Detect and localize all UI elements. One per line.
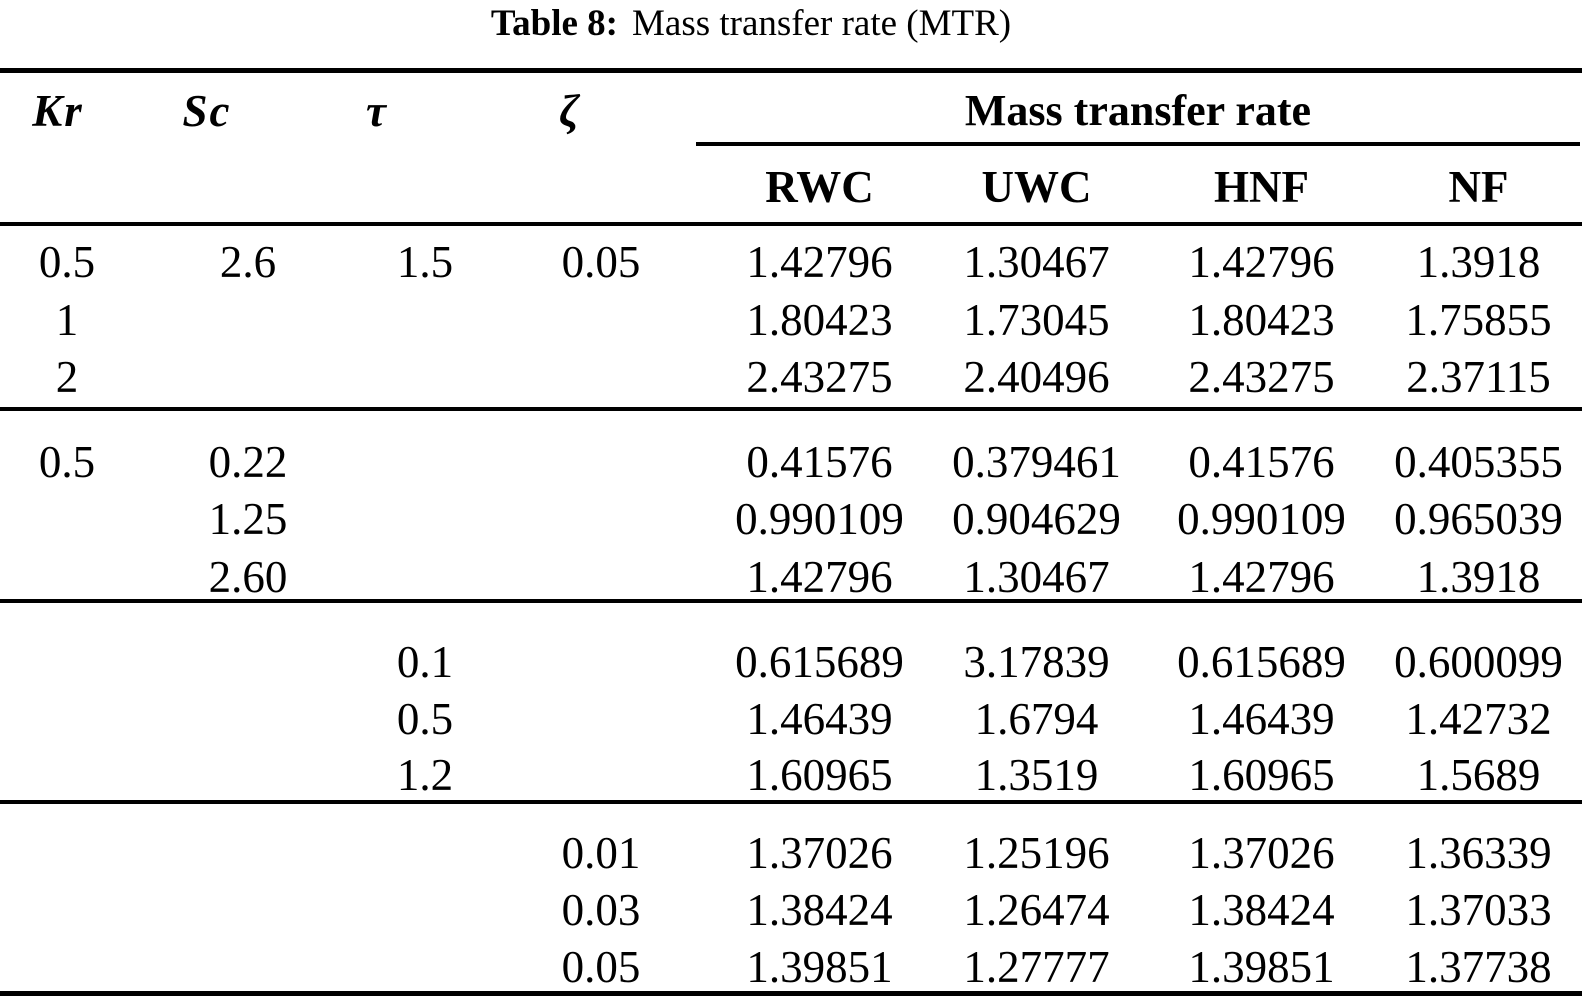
table-row: 0.5 2.6 1.5 0.05 1.42796 1.30467 1.42796 1.3918: [0, 233, 1582, 291]
table-row: 1.25 0.990109 0.904629 0.990109 0.965039: [0, 490, 1582, 548]
cell-uwc: 1.26474: [963, 885, 1110, 935]
top-rule: [0, 68, 1582, 73]
cell-hnf: 1.80423: [1188, 295, 1335, 345]
cell-hnf: 1.37026: [1188, 828, 1335, 878]
cell-nf: 0.600099: [1394, 637, 1563, 687]
cell-nf: 1.3918: [1416, 237, 1541, 287]
column-header-nf: NF: [1448, 162, 1509, 212]
table-row: 0.05 1.39851 1.27777 1.39851 1.37738: [0, 938, 1582, 996]
cell-nf: 1.36339: [1405, 828, 1552, 878]
cell-sc: 2.60: [208, 552, 288, 602]
group-separator-rule: [0, 800, 1582, 804]
table-row: 0.5 0.22 0.41576 0.379461 0.41576 0.405355: [0, 433, 1582, 491]
cell-rwc: 0.990109: [735, 494, 904, 544]
cell-hnf: 1.38424: [1188, 885, 1335, 935]
cell-rwc: 1.80423: [746, 295, 893, 345]
cell-uwc: 2.40496: [963, 352, 1110, 402]
cell-rwc: 2.43275: [746, 352, 893, 402]
cell-nf: 0.405355: [1394, 437, 1563, 487]
cell-hnf: 0.41576: [1188, 437, 1335, 487]
table-row: 1.2 1.60965 1.3519 1.60965 1.5689: [0, 746, 1582, 804]
cell-kr: 1: [55, 295, 79, 345]
group-header-mass-transfer-rate: Mass transfer rate: [964, 86, 1312, 135]
table-row: 0.5 1.46439 1.6794 1.46439 1.42732: [0, 690, 1582, 748]
column-header-zeta: ζ: [559, 86, 581, 136]
column-header-hnf: HNF: [1214, 162, 1309, 212]
cell-nf: 1.3918: [1416, 552, 1541, 602]
cell-hnf: 0.615689: [1177, 637, 1346, 687]
cell-nf: 2.37115: [1406, 352, 1551, 402]
cell-hnf: 1.39851: [1188, 942, 1335, 992]
group-header-underline-rule: [696, 142, 1580, 146]
table-caption-text: Mass transfer rate (MTR): [632, 3, 1012, 44]
table-caption: Table 8: Mass transfer rate (MTR): [0, 2, 1542, 46]
cell-uwc: 1.27777: [963, 942, 1110, 992]
cell-uwc: 1.73045: [963, 295, 1110, 345]
cell-hnf: 1.42796: [1188, 237, 1335, 287]
cell-hnf: 1.42796: [1188, 552, 1335, 602]
table-row: 0.1 0.615689 3.17839 0.615689 0.600099: [0, 633, 1582, 691]
cell-rwc: 1.46439: [746, 694, 893, 744]
cell-hnf: 2.43275: [1188, 352, 1335, 402]
table-row: 1 1.80423 1.73045 1.80423 1.75855: [0, 291, 1582, 349]
table-row: 2 2.43275 2.40496 2.43275 2.37115: [0, 348, 1582, 406]
cell-sc: 0.22: [208, 437, 288, 487]
cell-sc: 2.6: [219, 237, 277, 287]
cell-rwc: 0.615689: [735, 637, 904, 687]
table-row: 0.03 1.38424 1.26474 1.38424 1.37033: [0, 881, 1582, 939]
cell-rwc: 1.38424: [746, 885, 893, 935]
cell-tau: 0.1: [396, 637, 454, 687]
cell-rwc: 1.42796: [746, 552, 893, 602]
cell-nf: 1.37033: [1405, 885, 1552, 935]
header-separator-rule: [0, 222, 1582, 226]
cell-zeta: 0.05: [561, 237, 641, 287]
column-header-kr: Kr: [32, 86, 84, 136]
cell-kr: 2: [55, 352, 79, 402]
cell-uwc: 0.379461: [952, 437, 1121, 487]
cell-uwc: 1.6794: [974, 694, 1099, 744]
cell-hnf: 1.60965: [1188, 750, 1335, 800]
cell-hnf: 1.46439: [1188, 694, 1335, 744]
cell-uwc: 1.3519: [974, 750, 1099, 800]
cell-nf: 1.5689: [1416, 750, 1541, 800]
column-header-sc: Sc: [182, 86, 232, 136]
cell-nf: 1.37738: [1405, 942, 1552, 992]
cell-rwc: 1.37026: [746, 828, 893, 878]
group-separator-rule: [0, 407, 1582, 411]
cell-zeta: 0.03: [561, 885, 641, 935]
cell-kr: 0.5: [38, 437, 96, 487]
cell-nf: 1.42732: [1405, 694, 1552, 744]
cell-rwc: 1.60965: [746, 750, 893, 800]
column-header-tau: τ: [366, 86, 388, 136]
cell-zeta: 0.01: [561, 828, 641, 878]
cell-tau: 0.5: [396, 694, 454, 744]
cell-uwc: 0.904629: [952, 494, 1121, 544]
cell-nf: 1.75855: [1405, 295, 1552, 345]
group-separator-rule: [0, 599, 1582, 603]
table-row: 2.60 1.42796 1.30467 1.42796 1.3918: [0, 548, 1582, 606]
cell-hnf: 0.990109: [1177, 494, 1346, 544]
cell-nf: 0.965039: [1394, 494, 1563, 544]
sub-header-row: RWC UWC HNF NF: [714, 162, 1582, 212]
bottom-rule: [0, 991, 1582, 996]
table-row: 0.01 1.37026 1.25196 1.37026 1.36339: [0, 824, 1582, 882]
cell-kr: 0.5: [38, 237, 96, 287]
cell-uwc: 1.30467: [963, 237, 1110, 287]
cell-tau: 1.2: [396, 750, 454, 800]
cell-sc: 1.25: [208, 494, 288, 544]
cell-rwc: 1.42796: [746, 237, 893, 287]
cell-zeta: 0.05: [561, 942, 641, 992]
cell-rwc: 0.41576: [746, 437, 893, 487]
cell-uwc: 1.30467: [963, 552, 1110, 602]
column-header-rwc: RWC: [765, 162, 874, 212]
table-caption-label: Table 8:: [490, 3, 618, 44]
column-header-uwc: UWC: [981, 162, 1092, 212]
cell-tau: 1.5: [396, 237, 454, 287]
cell-uwc: 3.17839: [963, 637, 1110, 687]
cell-uwc: 1.25196: [963, 828, 1110, 878]
cell-rwc: 1.39851: [746, 942, 893, 992]
